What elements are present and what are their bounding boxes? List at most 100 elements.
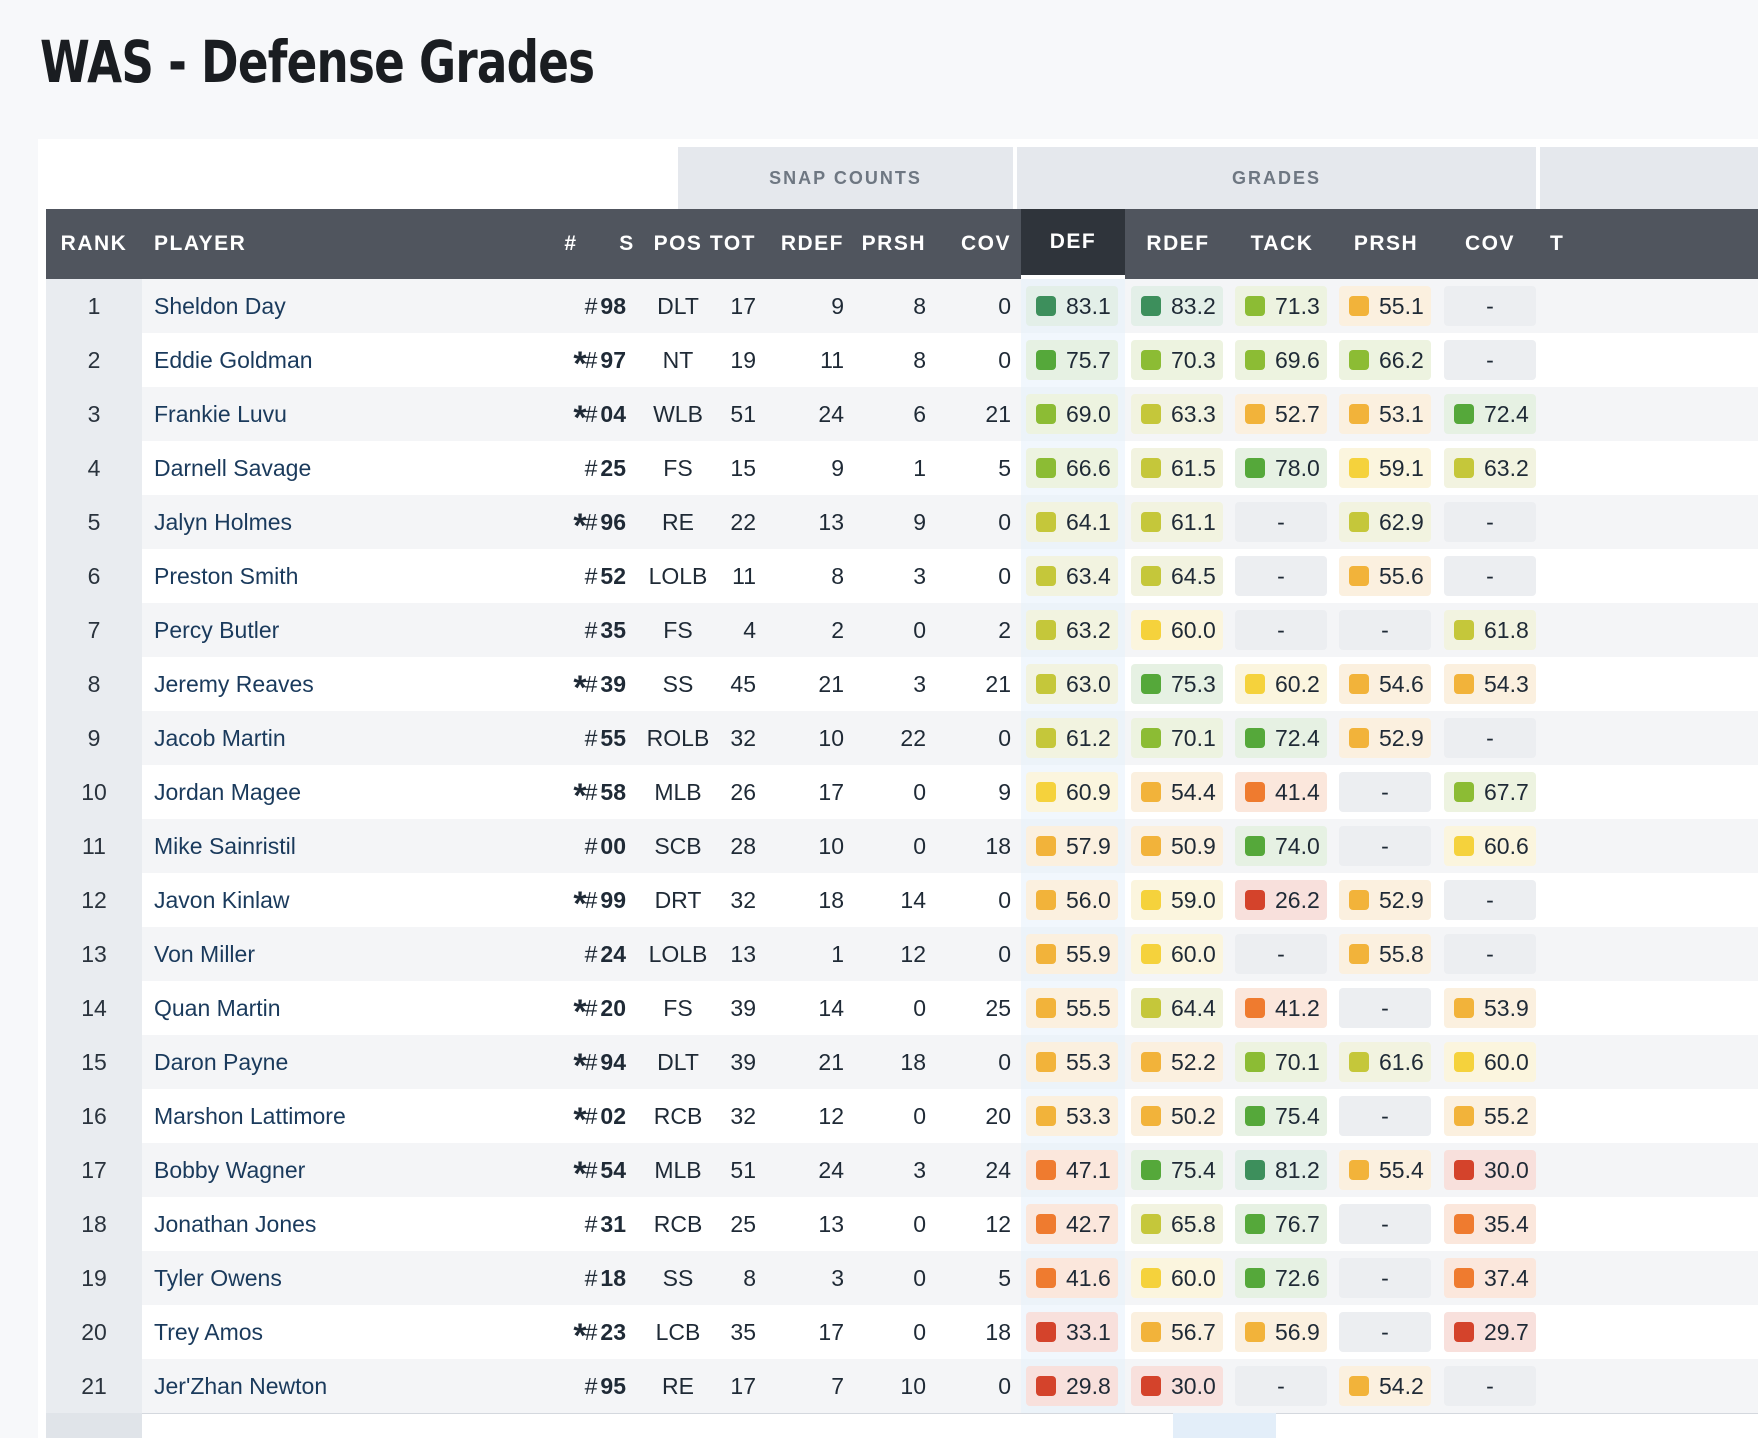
- grade-pill: 41.6: [1026, 1258, 1118, 1298]
- snap-total-cell: 32: [730, 1102, 756, 1129]
- grade-color-square: [1245, 890, 1265, 910]
- player-name-link[interactable]: Jacob Martin: [154, 724, 286, 751]
- grade-color-square: [1141, 404, 1161, 424]
- grade-value: 83.2: [1171, 292, 1216, 319]
- player-name-link[interactable]: Marshon Lattimore: [154, 1102, 346, 1129]
- player-name-link[interactable]: Jordan Magee: [154, 778, 302, 805]
- grade-pill: 69.0: [1026, 394, 1118, 434]
- grade-color-square: [1141, 1214, 1161, 1234]
- header-grade-pass-rush[interactable]: PRSH: [1353, 232, 1419, 255]
- snap-total-cell: 11: [732, 562, 756, 589]
- position-cell: FS: [663, 454, 693, 481]
- table-row: 4 Darnell Savage #25 FS 15 9 1 5 66.6 61.5 78.0 59.…: [46, 441, 1758, 495]
- grade-pill: -: [1444, 502, 1536, 542]
- grade-color-square: [1454, 1052, 1474, 1072]
- grade-pill: 33.1: [1026, 1312, 1118, 1352]
- grade-value: 60.0: [1171, 940, 1216, 967]
- header-snap-coverage[interactable]: COV: [960, 232, 1011, 255]
- grade-value: 56.0: [1066, 886, 1111, 913]
- grade-pill: 29.8: [1026, 1366, 1118, 1406]
- grade-value: 50.9: [1171, 832, 1216, 859]
- snap-coverage-cell: 0: [998, 940, 1011, 967]
- snap-run-defense-cell: 9: [831, 454, 844, 481]
- player-name-link[interactable]: Jonathan Jones: [154, 1210, 317, 1237]
- grade-pill: 55.6: [1339, 556, 1431, 596]
- header-position[interactable]: POS: [653, 232, 703, 255]
- starter-marker: *: [573, 992, 587, 1031]
- grade-pill: 62.9: [1339, 502, 1431, 542]
- player-name-link[interactable]: Jalyn Holmes: [154, 508, 293, 535]
- header-snap-total[interactable]: TOT: [709, 232, 756, 255]
- player-name-link[interactable]: Von Miller: [154, 940, 255, 967]
- grade-value: 53.3: [1066, 1102, 1111, 1129]
- position-cell: DLT: [657, 292, 699, 319]
- grade-pill: 61.8: [1444, 610, 1536, 650]
- grade-color-square: [1349, 944, 1369, 964]
- player-name-link[interactable]: Bobby Wagner: [154, 1156, 306, 1183]
- grade-value: 78.0: [1275, 454, 1320, 481]
- snap-coverage-cell: 0: [998, 1048, 1011, 1075]
- snap-coverage-cell: 0: [998, 562, 1011, 589]
- player-name-link[interactable]: Trey Amos: [154, 1318, 264, 1345]
- group-grades: GRADES: [1017, 147, 1536, 209]
- grade-color-square: [1141, 1268, 1161, 1288]
- header-grade-defense[interactable]: DEF: [1021, 209, 1125, 279]
- rank-cell: 14: [46, 981, 142, 1035]
- snap-coverage-cell: 0: [998, 886, 1011, 913]
- player-name-link[interactable]: Daron Payne: [154, 1048, 289, 1075]
- grade-pill: 42.7: [1026, 1204, 1118, 1244]
- rank-cell: 13: [46, 927, 142, 981]
- snap-total-cell: 51: [730, 400, 756, 427]
- grade-value: 52.7: [1275, 400, 1320, 427]
- grade-pill: 53.1: [1339, 394, 1431, 434]
- rank-cell: 12: [46, 873, 142, 927]
- header-next-column[interactable]: T: [1550, 232, 1565, 255]
- header-snap-pass-rush[interactable]: PRSH: [861, 232, 926, 255]
- grade-color-square: [1141, 1160, 1161, 1180]
- player-name-link[interactable]: Percy Butler: [154, 616, 280, 643]
- player-name-link[interactable]: Jeremy Reaves: [154, 670, 314, 697]
- grade-value: 81.2: [1275, 1156, 1320, 1183]
- position-cell: SS: [662, 670, 694, 697]
- grade-color-square: [1141, 890, 1161, 910]
- grade-color-square: [1349, 566, 1369, 586]
- player-name-link[interactable]: Eddie Goldman: [154, 346, 313, 373]
- grade-color-square: [1141, 1106, 1161, 1126]
- jersey-number: #98: [584, 292, 626, 319]
- position-cell: LOLB: [648, 562, 708, 589]
- header-number[interactable]: #: [564, 232, 578, 255]
- header-grade-run-defense[interactable]: RDEF: [1146, 232, 1210, 255]
- snap-total-cell: 13: [730, 940, 756, 967]
- header-grade-coverage[interactable]: COV: [1464, 232, 1515, 255]
- grade-pill: 78.0: [1235, 448, 1327, 488]
- player-name-link[interactable]: Tyler Owens: [154, 1264, 282, 1291]
- player-name-link[interactable]: Mike Sainristil: [154, 832, 296, 859]
- grade-pill: 64.4: [1131, 988, 1223, 1028]
- grade-value: 61.8: [1484, 616, 1529, 643]
- header-player[interactable]: PLAYER: [154, 232, 247, 255]
- grade-color-square: [1245, 350, 1265, 370]
- player-name-link[interactable]: Javon Kinlaw: [154, 886, 290, 913]
- grade-pill: 72.4: [1444, 394, 1536, 434]
- starter-marker: [562, 711, 598, 765]
- player-name-link[interactable]: Frankie Luvu: [154, 400, 287, 427]
- player-name-link[interactable]: Sheldon Day: [154, 292, 286, 319]
- header-snap-run-defense[interactable]: RDEF: [780, 232, 844, 255]
- grade-value: 60.0: [1171, 616, 1216, 643]
- grade-pill: 54.2: [1339, 1366, 1431, 1406]
- player-name-link[interactable]: Darnell Savage: [154, 454, 312, 481]
- grade-value: 63.4: [1066, 562, 1111, 589]
- rank-cell: 6: [46, 549, 142, 603]
- grade-color-square: [1245, 296, 1265, 316]
- player-name-link[interactable]: Preston Smith: [154, 562, 299, 589]
- snap-pass-rush-cell: 6: [913, 400, 926, 427]
- header-rank[interactable]: RANK: [60, 232, 128, 255]
- snap-total-cell: 45: [730, 670, 756, 697]
- grade-value: 64.1: [1066, 508, 1111, 535]
- grade-pill: -: [1339, 1258, 1431, 1298]
- player-name-link[interactable]: Quan Martin: [154, 994, 281, 1021]
- header-grade-tackling[interactable]: TACK: [1250, 232, 1314, 255]
- header-starter[interactable]: S: [619, 232, 635, 255]
- player-name-link[interactable]: Jer'Zhan Newton: [154, 1372, 328, 1399]
- jersey-number: #55: [584, 724, 626, 751]
